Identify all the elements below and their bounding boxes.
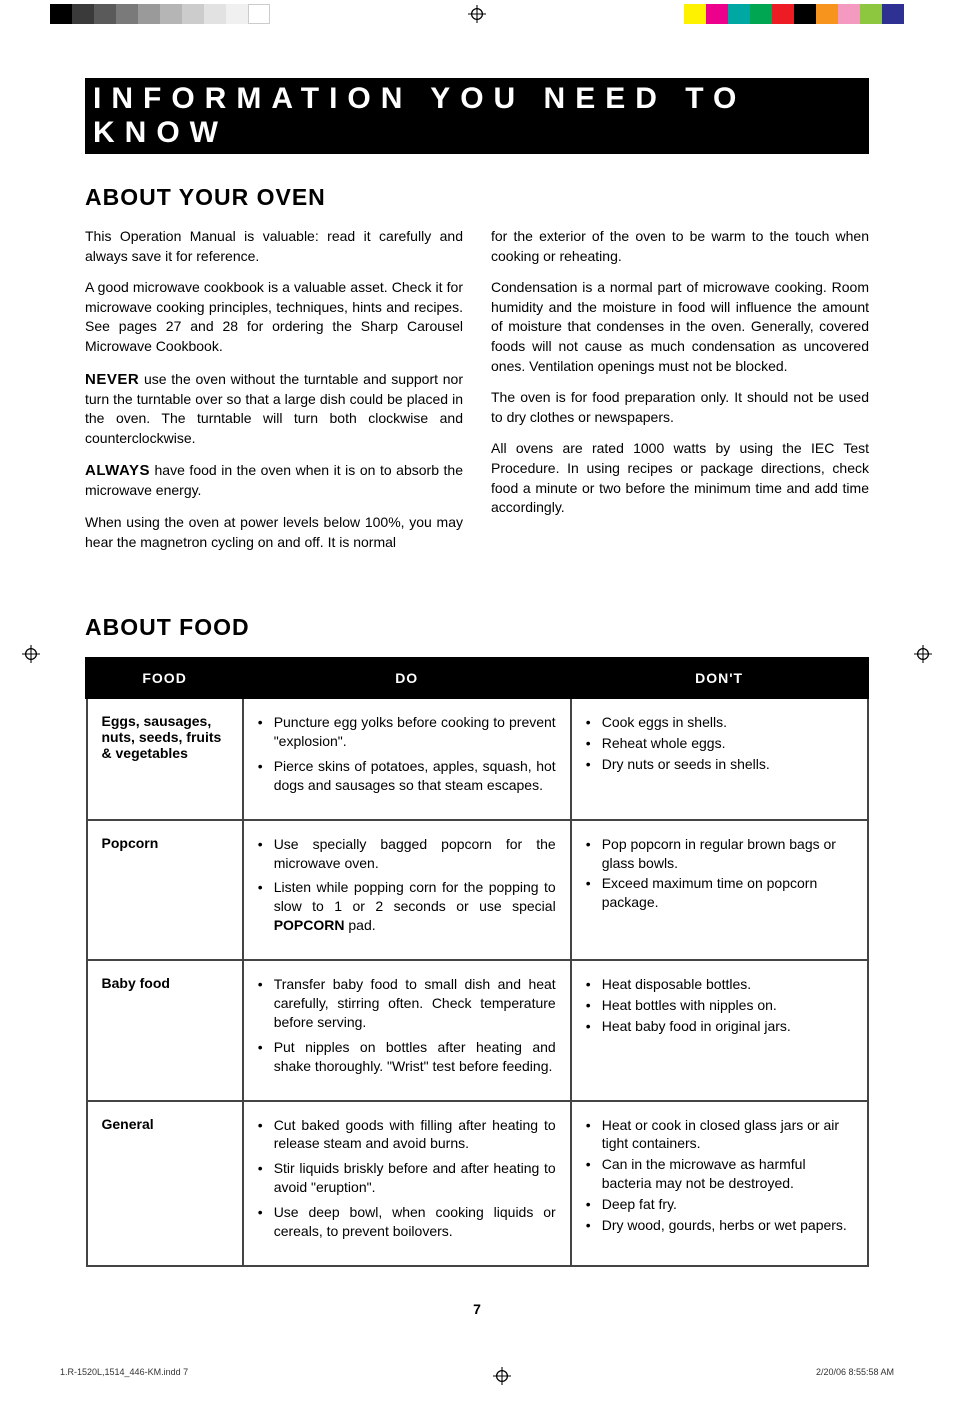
swatch: [882, 4, 904, 24]
registration-mark-icon: [493, 1367, 511, 1387]
col-do: DO: [243, 659, 571, 698]
swatch: [226, 4, 248, 24]
list-item: Pierce skins of potatoes, apples, squash…: [258, 757, 556, 795]
list-item: Heat disposable bottles.: [586, 975, 853, 994]
list-item: Use specially bagged popcorn for the mic…: [258, 835, 556, 873]
body-paragraph: This Operation Manual is valuable: read …: [85, 227, 463, 266]
list-item: Exceed maximum time on popcorn package.: [586, 874, 853, 912]
list-item: Stir liquids briskly before and after he…: [258, 1159, 556, 1197]
body-paragraph: The oven is for food preparation only. I…: [491, 388, 869, 427]
swatch: [750, 4, 772, 24]
swatch: [860, 4, 882, 24]
about-oven-right-column: for the exterior of the oven to be warm …: [491, 227, 869, 564]
list-item: Put nipples on bottles after heating and…: [258, 1038, 556, 1076]
about-oven-left-column: This Operation Manual is valuable: read …: [85, 227, 463, 564]
swatch: [116, 4, 138, 24]
swatch: [50, 4, 72, 24]
list-item: Deep fat fry.: [586, 1195, 853, 1214]
grayscale-swatches: [50, 4, 270, 24]
food-name: Baby food: [87, 960, 243, 1100]
body-paragraph: NEVER use the oven without the turntable…: [85, 369, 463, 449]
swatch: [72, 4, 94, 24]
body-paragraph: All ovens are rated 1000 watts by using …: [491, 439, 869, 517]
dont-cell: Pop popcorn in regular brown bags or gla…: [571, 820, 868, 960]
swatch: [838, 4, 860, 24]
col-food: FOOD: [87, 659, 243, 698]
list-item: Heat bottles with nipples on.: [586, 996, 853, 1015]
food-name: Popcorn: [87, 820, 243, 960]
table-row: Baby food Transfer baby food to small dis…: [87, 960, 868, 1100]
list-item: Transfer baby food to small dish and hea…: [258, 975, 556, 1032]
body-paragraph: Condensation is a normal part of microwa…: [491, 278, 869, 376]
list-item: Use deep bowl, when cooking liquids or c…: [258, 1203, 556, 1241]
page-title: INFORMATION YOU NEED TO KNOW: [93, 82, 861, 150]
list-item: Cut baked goods with filling after heati…: [258, 1116, 556, 1154]
list-item: Can in the microwave as harmful bacteria…: [586, 1155, 853, 1193]
table-row: Popcorn Use specially bagged popcorn for …: [87, 820, 868, 960]
about-oven-heading: ABOUT YOUR OVEN: [85, 184, 869, 211]
list-item: Reheat whole eggs.: [586, 734, 853, 753]
swatch: [160, 4, 182, 24]
registration-mark-icon: [22, 645, 40, 663]
swatch: [94, 4, 116, 24]
registration-mark-icon: [914, 645, 932, 663]
title-bar: INFORMATION YOU NEED TO KNOW: [85, 78, 869, 154]
emphasis: ALWAYS: [85, 462, 150, 479]
list-item: Heat baby food in original jars.: [586, 1017, 853, 1036]
table-row: General Cut baked goods with filling afte…: [87, 1101, 868, 1266]
list-item: Listen while popping corn for the poppin…: [258, 878, 556, 935]
emphasis: NEVER: [85, 371, 139, 388]
food-name: General: [87, 1101, 243, 1266]
list-item: Dry wood, gourds, herbs or wet papers.: [586, 1216, 853, 1235]
about-food-heading: ABOUT FOOD: [85, 614, 869, 641]
print-footer: 1.R-1520L,1514_446-KM.indd 7 2/20/06 8:5…: [0, 1337, 954, 1407]
emphasis: POPCORN: [274, 917, 345, 933]
body-paragraph: for the exterior of the oven to be warm …: [491, 227, 869, 266]
color-swatches: [684, 4, 904, 24]
dont-cell: Heat disposable bottles. Heat bottles wit…: [571, 960, 868, 1100]
do-cell: Puncture egg yolks before cooking to pre…: [243, 698, 571, 820]
footer-file: 1.R-1520L,1514_446-KM.indd 7: [60, 1367, 188, 1387]
about-oven-columns: This Operation Manual is valuable: read …: [85, 227, 869, 564]
swatch: [728, 4, 750, 24]
do-cell: Transfer baby food to small dish and hea…: [243, 960, 571, 1100]
swatch: [816, 4, 838, 24]
list-item: Puncture egg yolks before cooking to pre…: [258, 713, 556, 751]
registration-mark-icon: [468, 5, 486, 23]
swatch: [794, 4, 816, 24]
printer-color-bar: [0, 0, 954, 28]
body-paragraph: When using the oven at power levels belo…: [85, 513, 463, 552]
page-content: INFORMATION YOU NEED TO KNOW ABOUT YOUR …: [0, 28, 954, 1337]
dont-cell: Heat or cook in closed glass jars or air…: [571, 1101, 868, 1266]
food-table: FOOD DO DON'T Eggs, sausages, nuts, seed…: [85, 657, 869, 1267]
list-item: Heat or cook in closed glass jars or air…: [586, 1116, 853, 1154]
list-item: Dry nuts or seeds in shells.: [586, 755, 853, 774]
swatch: [684, 4, 706, 24]
body-paragraph: A good microwave cookbook is a valuable …: [85, 278, 463, 356]
table-header-row: FOOD DO DON'T: [87, 659, 868, 698]
swatch: [248, 4, 270, 24]
page-number: 7: [85, 1301, 869, 1317]
do-cell: Use specially bagged popcorn for the mic…: [243, 820, 571, 960]
swatch: [204, 4, 226, 24]
dont-cell: Cook eggs in shells. Reheat whole eggs. Dr…: [571, 698, 868, 820]
food-name: Eggs, sausages, nuts, seeds, fruits & ve…: [87, 698, 243, 820]
swatch: [182, 4, 204, 24]
table-row: Eggs, sausages, nuts, seeds, fruits & ve…: [87, 698, 868, 820]
col-dont: DON'T: [571, 659, 868, 698]
swatch: [706, 4, 728, 24]
list-item: Pop popcorn in regular brown bags or gla…: [586, 835, 853, 873]
do-cell: Cut baked goods with filling after heati…: [243, 1101, 571, 1266]
body-paragraph: ALWAYS have food in the oven when it is …: [85, 460, 463, 501]
footer-date: 2/20/06 8:55:58 AM: [816, 1367, 894, 1387]
list-item: Cook eggs in shells.: [586, 713, 853, 732]
swatch: [138, 4, 160, 24]
swatch: [772, 4, 794, 24]
